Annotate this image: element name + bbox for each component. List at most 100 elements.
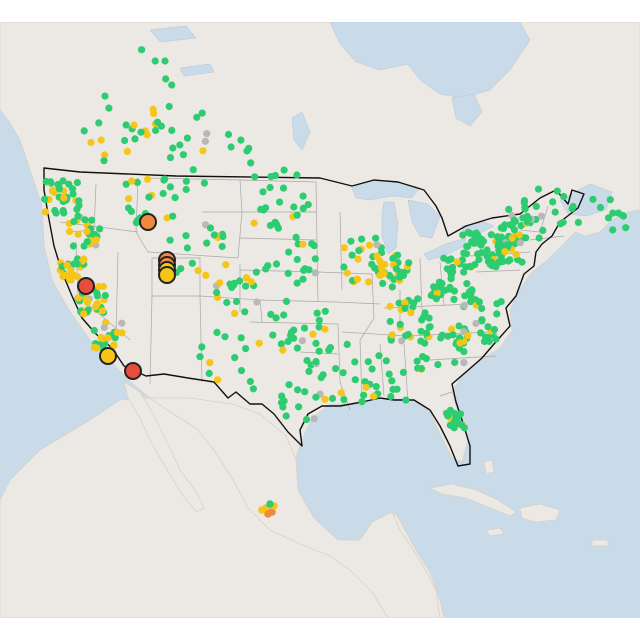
site-dot-green[interactable] (277, 340, 285, 348)
site-dot-yellow[interactable] (67, 269, 75, 278)
site-dot-green[interactable] (328, 394, 337, 403)
site-dot-green[interactable] (372, 234, 380, 242)
site-dot-green[interactable] (198, 343, 206, 351)
site-dot-green[interactable] (535, 234, 543, 242)
marker-arizona[interactable] (124, 362, 142, 380)
site-dot-green[interactable] (459, 231, 467, 239)
site-dot-green[interactable] (237, 136, 245, 144)
site-dot-green[interactable] (105, 104, 113, 112)
site-dot-green[interactable] (358, 398, 366, 406)
site-dot-green[interactable] (451, 358, 459, 366)
site-dot-green[interactable] (448, 263, 457, 271)
site-dot-yellow[interactable] (321, 325, 329, 333)
site-dot-green[interactable] (434, 361, 442, 369)
site-dot-green[interactable] (305, 367, 313, 375)
site-dot-yellow[interactable] (113, 328, 121, 337)
site-dot-yellow[interactable] (75, 294, 83, 302)
site-dot-green[interactable] (388, 283, 396, 291)
site-dot-yellow[interactable] (60, 194, 68, 202)
site-dot-green[interactable] (282, 297, 291, 305)
site-dot-yellow[interactable] (222, 261, 230, 269)
site-dot-green[interactable] (461, 292, 469, 300)
site-dot-green[interactable] (60, 209, 68, 217)
site-dot-green[interactable] (522, 234, 530, 242)
site-dot-yellow[interactable] (74, 230, 82, 238)
site-dot-gray[interactable] (460, 359, 468, 367)
site-dot-green[interactable] (379, 279, 387, 287)
site-dot-green[interactable] (396, 268, 404, 276)
site-dot-green[interactable] (360, 391, 368, 399)
site-dot-green[interactable] (475, 255, 483, 264)
site-dot-green[interactable] (271, 171, 279, 180)
site-dot-yellow[interactable] (401, 299, 409, 307)
site-dot-green[interactable] (101, 291, 109, 300)
marker-utah-4[interactable] (158, 266, 176, 284)
site-dot-green[interactable] (282, 412, 290, 420)
site-dot-green[interactable] (232, 297, 241, 306)
site-dot-green[interactable] (276, 198, 284, 206)
site-dot-green[interactable] (266, 221, 274, 230)
site-dot-green[interactable] (477, 329, 485, 337)
site-dot-green[interactable] (301, 265, 309, 273)
site-dot-yellow[interactable] (279, 346, 287, 354)
site-dot-green[interactable] (259, 188, 267, 196)
site-dot-green[interactable] (311, 255, 319, 263)
site-dot-green[interactable] (284, 269, 292, 277)
site-dot-yellow[interactable] (67, 276, 75, 284)
site-dot-yellow[interactable] (125, 195, 133, 203)
site-dot-green[interactable] (55, 182, 63, 191)
site-dot-gray[interactable] (472, 319, 480, 328)
site-dot-green[interactable] (343, 340, 351, 348)
site-dot-yellow[interactable] (448, 325, 456, 333)
site-dot-green[interactable] (168, 81, 176, 89)
site-dot-green[interactable] (266, 183, 274, 192)
site-dot-green[interactable] (290, 334, 298, 342)
site-dot-gray[interactable] (310, 415, 318, 423)
site-dot-green[interactable] (231, 354, 239, 362)
site-dot-yellow[interactable] (464, 332, 472, 340)
site-dot-green[interactable] (182, 185, 190, 194)
site-dot-green[interactable] (41, 195, 49, 203)
site-dot-green[interactable] (609, 226, 617, 234)
site-dot-yellow[interactable] (362, 383, 370, 391)
site-dot-yellow[interactable] (80, 255, 88, 263)
site-dot-gray[interactable] (298, 337, 306, 345)
site-dot-yellow[interactable] (83, 297, 92, 305)
site-dot-green[interactable] (166, 154, 175, 162)
site-dot-green[interactable] (414, 295, 422, 303)
site-dot-gray[interactable] (516, 239, 524, 247)
site-dot-green[interactable] (69, 242, 77, 250)
site-dot-green[interactable] (121, 136, 129, 145)
site-dot-green[interactable] (280, 166, 288, 174)
site-dot-green[interactable] (444, 412, 452, 420)
site-dot-green[interactable] (169, 212, 177, 220)
site-dot-green[interactable] (404, 330, 412, 339)
site-dot-green[interactable] (176, 141, 184, 149)
site-dot-yellow[interactable] (98, 307, 107, 315)
site-dot-yellow[interactable] (515, 231, 523, 239)
site-dot-green[interactable] (303, 356, 311, 365)
site-dot-green[interactable] (293, 211, 301, 219)
site-dot-green[interactable] (480, 337, 489, 346)
site-dot-green[interactable] (81, 216, 89, 224)
site-dot-green[interactable] (75, 197, 83, 205)
site-dot-green[interactable] (264, 262, 272, 270)
site-dot-green[interactable] (284, 337, 292, 346)
site-dot-green[interactable] (478, 235, 486, 244)
site-dot-green[interactable] (160, 176, 168, 184)
site-dot-green[interactable] (138, 46, 146, 54)
site-dot-green[interactable] (437, 334, 445, 342)
site-dot-green[interactable] (122, 121, 130, 129)
site-dot-green[interactable] (257, 205, 265, 213)
site-dot-green[interactable] (171, 194, 179, 202)
site-dot-yellow[interactable] (93, 344, 101, 352)
site-dot-green[interactable] (269, 331, 277, 339)
site-dot-yellow[interactable] (353, 275, 362, 283)
site-dot-green[interactable] (483, 246, 491, 254)
site-dot-yellow[interactable] (63, 261, 71, 269)
site-dot-green[interactable] (421, 339, 429, 347)
site-dot-green[interactable] (299, 192, 307, 200)
site-dot-green[interactable] (96, 225, 104, 233)
site-dot-yellow[interactable] (206, 359, 214, 367)
site-dot-green[interactable] (364, 358, 372, 366)
